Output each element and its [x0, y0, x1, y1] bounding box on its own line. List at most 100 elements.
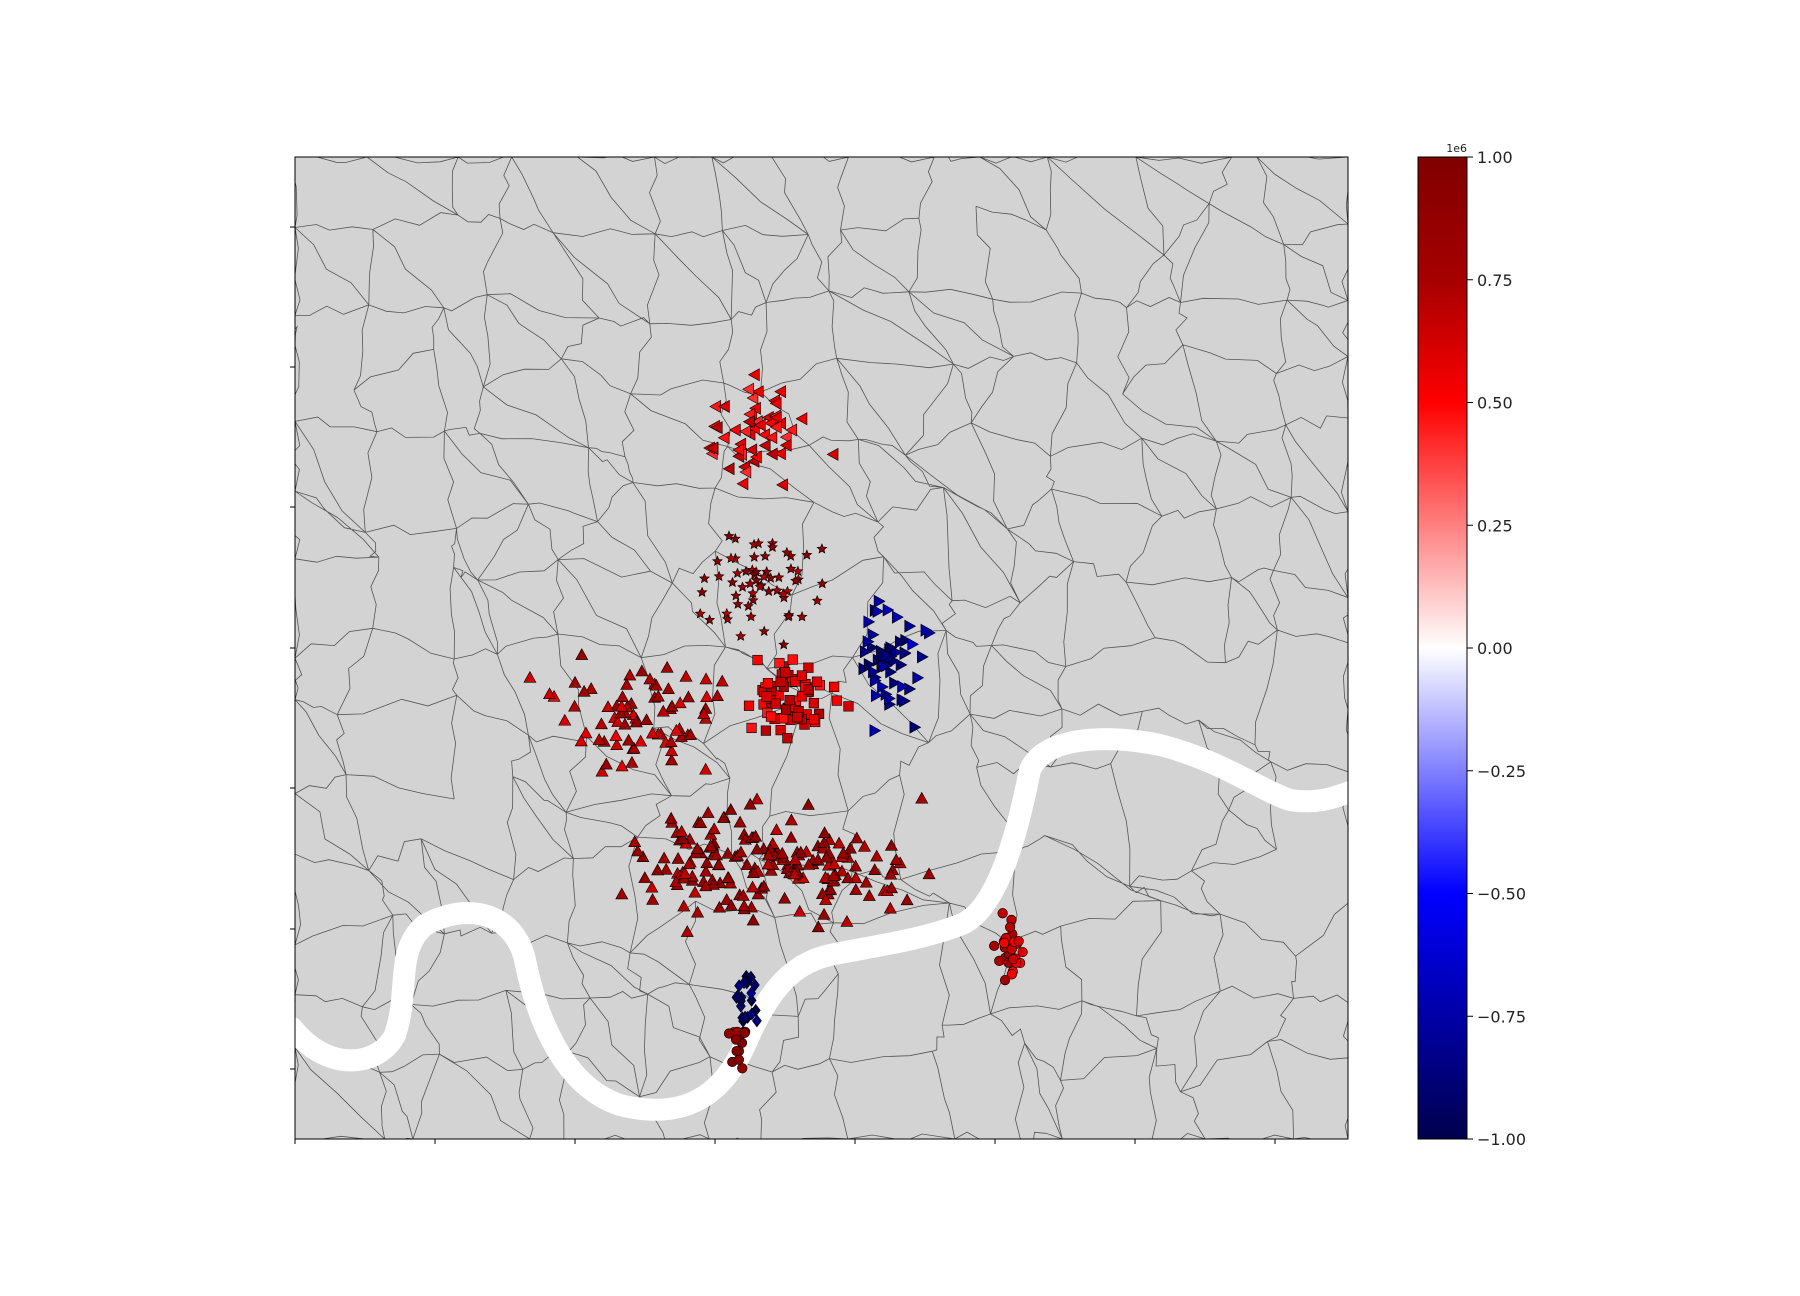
colorbar-tick-label: 1.00	[1477, 148, 1513, 167]
marker-triangle-up	[793, 904, 807, 917]
marker-triangle-up	[568, 699, 582, 712]
marker-diamond	[746, 986, 757, 1000]
marker-triangle-up	[746, 866, 760, 878]
marker-triangle-up	[849, 859, 863, 872]
marker-triangle-up	[628, 835, 642, 847]
marker-triangle-up	[751, 887, 765, 900]
marker-triangle-left	[769, 411, 782, 425]
colorbar-gradient	[1417, 156, 1468, 1140]
marker-triangle-up	[794, 845, 808, 858]
marker-triangle-up	[778, 891, 792, 904]
marker-triangle-right	[899, 646, 912, 660]
marker-triangle-left	[758, 438, 771, 452]
marker-triangle-up	[674, 730, 688, 742]
marker-diamond	[750, 1003, 761, 1017]
marker-triangle-up	[788, 867, 802, 880]
marker-circle	[731, 1034, 742, 1045]
marker-triangle-up	[811, 920, 825, 933]
marker-triangle-up	[712, 858, 726, 870]
marker-triangle-up	[579, 726, 593, 739]
marker-circle	[1006, 969, 1017, 980]
marker-triangle-right	[869, 674, 882, 688]
map-panel	[290, 156, 1349, 1144]
marker-triangle-up	[574, 734, 588, 747]
marker-star	[752, 537, 764, 549]
marker-triangle-left	[728, 423, 741, 437]
marker-diamond	[749, 978, 760, 992]
marker-triangle-up	[733, 815, 747, 828]
marker-triangle-left	[739, 425, 751, 439]
marker-cluster	[703, 368, 839, 492]
marker-triangle-up	[664, 811, 678, 824]
marker-triangle-right	[881, 648, 894, 662]
marker-triangle-left	[774, 447, 786, 461]
marker-triangle-up	[679, 669, 693, 682]
marker-triangle-up	[558, 713, 572, 726]
marker-cluster	[723, 1026, 751, 1074]
marker-star	[790, 575, 802, 586]
marker-triangle-up	[646, 893, 660, 905]
marker-triangle-up	[675, 824, 689, 837]
marker-square	[780, 667, 791, 678]
colorbar-tick-label: −0.25	[1477, 762, 1526, 781]
marker-triangle-up	[710, 848, 724, 861]
marker-triangle-up	[836, 846, 850, 859]
marker-square	[765, 711, 777, 722]
marker-triangle-left	[769, 396, 782, 410]
marker-triangle-right	[891, 645, 903, 659]
marker-triangle-right	[873, 594, 886, 608]
marker-star	[732, 598, 744, 609]
marker-circle	[1004, 922, 1016, 933]
marker-square	[787, 654, 798, 665]
marker-star	[735, 630, 747, 641]
colorbar-tick-label: 0.50	[1477, 394, 1513, 413]
marker-square	[775, 725, 786, 736]
marker-circle	[1017, 946, 1028, 958]
marker-triangle-up	[673, 696, 687, 709]
marker-triangle-right	[882, 603, 895, 617]
marker-triangle-up	[922, 867, 936, 880]
marker-triangle-up	[694, 816, 708, 829]
marker-circle	[723, 1028, 735, 1039]
marker-diamond	[739, 976, 749, 990]
marker-triangle-right	[863, 615, 876, 629]
marker-triangle-up	[697, 707, 711, 719]
marker-triangle-right	[885, 665, 897, 679]
map-background	[295, 157, 1348, 1139]
marker-circle	[1008, 954, 1019, 965]
marker-square	[784, 695, 795, 706]
marker-triangle-up	[721, 871, 735, 883]
marker-triangle-up	[651, 863, 665, 876]
marker-diamond	[746, 970, 756, 984]
marker-triangle-up	[740, 858, 754, 870]
marker-star	[796, 611, 808, 622]
marker-triangle-up	[700, 690, 714, 702]
marker-triangle-up	[801, 798, 815, 810]
marker-triangle-up	[678, 866, 692, 879]
marker-triangle-up	[656, 704, 670, 717]
marker-cluster	[731, 969, 762, 1028]
marker-circle	[739, 1027, 750, 1038]
marker-triangle-up	[584, 682, 598, 694]
data-markers	[523, 368, 1028, 1074]
marker-triangle-left	[776, 478, 788, 492]
marker-triangle-up	[889, 853, 903, 865]
marker-triangle-up	[681, 690, 695, 703]
marker-star	[785, 563, 797, 574]
marker-cluster	[858, 594, 936, 738]
marker-triangle-up	[750, 842, 764, 855]
marker-star	[816, 543, 828, 554]
marker-triangle-left	[779, 430, 792, 444]
marker-square	[809, 714, 820, 725]
marker-triangle-up	[523, 670, 537, 683]
marker-triangle-up	[691, 905, 705, 918]
marker-square	[803, 684, 814, 695]
marker-star	[792, 565, 804, 576]
marker-triangle-up	[721, 846, 735, 859]
marker-triangle-up	[746, 880, 760, 893]
marker-triangle-up	[819, 893, 833, 905]
marker-square	[746, 722, 757, 734]
marker-triangle-left	[717, 399, 730, 413]
marker-triangle-up	[682, 857, 696, 870]
